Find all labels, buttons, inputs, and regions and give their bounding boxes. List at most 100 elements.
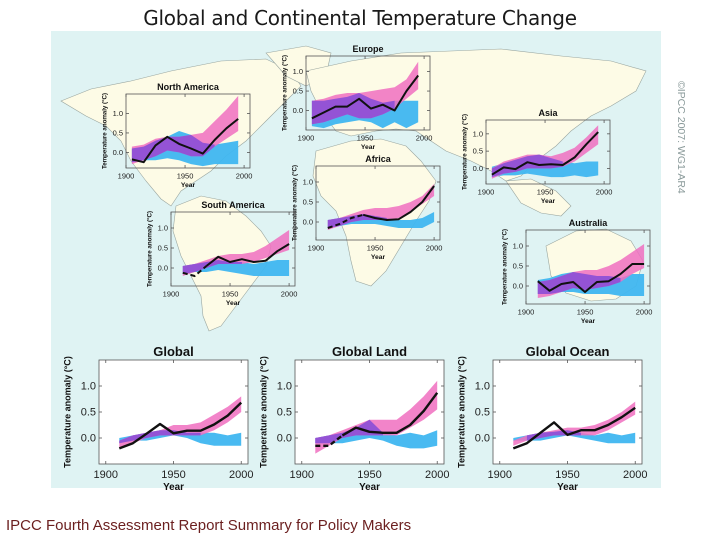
chart-global-land: Global Land 0.0 0.5 1.0 1900 1950 2000 Year Temp… — [257, 342, 452, 497]
chart-europe: Europe 0.0 0.5 1.0 1900 1950 2000 Year Temperatu… — [276, 42, 436, 157]
x-axis-label: Year — [226, 300, 241, 307]
y-axis-label: Temperature anomaly (°C) — [258, 356, 268, 468]
x-tick-label: 1950 — [537, 188, 554, 197]
x-tick-label: 2000 — [426, 244, 443, 253]
x-tick-label: 1950 — [222, 290, 239, 299]
x-tick-label: 1900 — [290, 469, 314, 481]
x-tick-label: 1950 — [177, 172, 194, 181]
x-tick-label: 1900 — [118, 172, 135, 181]
observed-line — [537, 263, 645, 293]
y-tick-label: 0.5 — [293, 87, 303, 96]
chart-global: Global 0.0 0.5 1.0 1900 1950 2000 Year Temperatu… — [61, 342, 256, 497]
y-tick-label: 1.0 — [475, 381, 490, 393]
chart-australia: Australia 0.0 0.5 1.0 1900 1950 2000 Year Temper… — [496, 216, 656, 331]
x-axis-label: Year — [163, 482, 184, 493]
chart-title: Australia — [569, 218, 609, 228]
y-tick-label: 0.0 — [158, 264, 168, 273]
observed-line — [341, 392, 439, 437]
plot-frame — [170, 211, 296, 287]
plot-frame — [485, 119, 611, 185]
chart-title: Europe — [352, 44, 383, 54]
y-tick-label: 0.5 — [475, 407, 490, 419]
y-tick-label: 0.5 — [303, 198, 313, 207]
chart-africa: Africa 0.0 0.5 1.0 1900 1950 2000 Year Temperatu… — [286, 152, 446, 267]
y-tick-label: 1.0 — [158, 224, 168, 233]
y-axis-label: Temperature anomaly (°C) — [62, 356, 72, 468]
y-tick-label: 1.0 — [277, 381, 292, 393]
chart-title: Asia — [538, 108, 558, 118]
y-tick-label: 0.0 — [513, 282, 523, 291]
x-axis-label: Year — [541, 198, 556, 205]
y-tick-label: 0.0 — [473, 164, 483, 173]
y-axis-label: Temperature anomaly (°C) — [292, 165, 299, 241]
overlap-band — [537, 272, 621, 294]
x-tick-label: 2000 — [236, 172, 253, 181]
plot-frame — [305, 55, 431, 131]
y-tick-label: 0.5 — [113, 128, 123, 137]
chart-north-america: North America 0.0 0.5 1.0 1900 1950 2000 Year Te… — [96, 80, 256, 195]
x-tick-label: 1900 — [488, 469, 512, 481]
observed-line — [118, 401, 243, 450]
x-tick-label: 1900 — [163, 290, 180, 299]
y-tick-label: 1.0 — [303, 178, 313, 187]
y-tick-label: 0.5 — [158, 244, 168, 253]
y-tick-label: 0.0 — [277, 433, 292, 445]
y-tick-label: 1.0 — [113, 109, 123, 118]
y-tick-label: 0.5 — [513, 262, 523, 271]
x-axis-label: Year — [181, 182, 196, 189]
x-tick-label: 1950 — [555, 469, 579, 481]
x-tick-label: 1950 — [577, 308, 594, 317]
chart-title: Global Land — [332, 344, 407, 359]
x-tick-label: 2000 — [229, 469, 253, 481]
x-tick-label: 2000 — [281, 290, 298, 299]
plot-frame — [525, 229, 651, 305]
y-tick-label: 0.5 — [81, 407, 96, 419]
x-tick-label: 1900 — [518, 308, 535, 317]
x-tick-label: 1900 — [94, 469, 118, 481]
x-tick-label: 1900 — [298, 134, 315, 143]
chart-title: South America — [201, 200, 265, 210]
x-tick-label: 2000 — [636, 308, 653, 317]
overlap-band — [491, 154, 563, 178]
chart-title: Global — [153, 344, 193, 359]
overlap-band — [182, 260, 242, 274]
y-axis-label: Temperature anomaly (°C) — [147, 211, 154, 287]
x-tick-label: 1900 — [308, 244, 325, 253]
y-tick-label: 0.0 — [293, 106, 303, 115]
observed-line-dashed — [182, 265, 208, 278]
x-axis-label: Year — [359, 482, 380, 493]
x-tick-label: 2000 — [425, 469, 449, 481]
y-axis-label: Temperature anomaly (°C) — [462, 114, 469, 190]
chart-title: North America — [157, 82, 220, 92]
chart-title: Africa — [365, 154, 392, 164]
observed-line — [311, 74, 419, 120]
overlap-band — [119, 430, 201, 444]
chart-south-america: South America 0.0 0.5 1.0 1900 1950 2000 Year Te… — [141, 198, 301, 313]
overlap-band — [311, 93, 395, 125]
y-axis-label: Temperature anomaly (°C) — [282, 55, 289, 131]
x-axis-label: Year — [581, 318, 596, 325]
observed-line — [131, 118, 239, 164]
x-tick-label: 1950 — [367, 244, 384, 253]
observed-line — [512, 406, 636, 450]
chart-global-ocean: Global Ocean 0.0 0.5 1.0 1900 1950 2000 Year Tem… — [455, 342, 650, 497]
y-axis-label: Temperature anomaly (°C) — [102, 93, 109, 169]
chart-title: Global Ocean — [526, 344, 610, 359]
y-tick-label: 1.0 — [81, 381, 96, 393]
chart-asia: Asia 0.0 0.5 1.0 1900 1950 2000 Year Temperature… — [456, 106, 616, 211]
x-axis-label: Year — [557, 482, 578, 493]
x-tick-label: 2000 — [596, 188, 613, 197]
source-caption: IPCC Fourth Assessment Report Summary fo… — [6, 517, 412, 534]
y-axis-label: Temperature anomaly (°C) — [502, 229, 509, 305]
x-axis-label: Year — [371, 254, 386, 261]
y-tick-label: 1.0 — [513, 242, 523, 251]
x-tick-label: 2000 — [623, 469, 647, 481]
page-title: Global and Continental Temperature Chang… — [143, 6, 577, 30]
observed-line — [362, 185, 435, 221]
observed-line — [491, 131, 599, 176]
x-tick-label: 1950 — [357, 469, 381, 481]
x-tick-label: 1950 — [357, 134, 374, 143]
y-tick-label: 0.0 — [475, 433, 490, 445]
x-tick-label: 1950 — [161, 469, 185, 481]
overlap-band — [131, 134, 215, 163]
